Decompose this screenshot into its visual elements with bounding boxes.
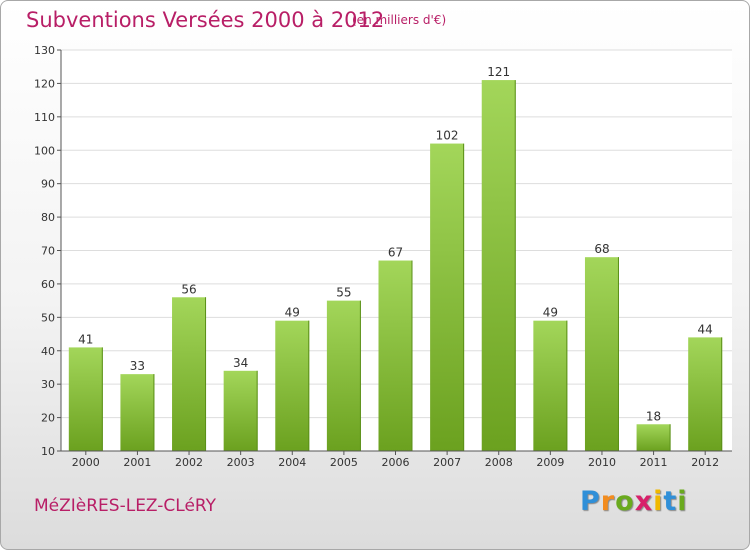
bar-value-label: 68 [594, 242, 609, 256]
x-tick-label: 2004 [278, 456, 306, 469]
bar-value-label: 49 [543, 306, 558, 320]
logo-letter: o [615, 486, 635, 517]
bar-value-label: 34 [233, 356, 248, 370]
bar [533, 320, 568, 451]
y-tick-label: 100 [34, 144, 55, 157]
x-tick-label: 2010 [588, 456, 616, 469]
bar-value-label: 49 [285, 306, 300, 320]
bar-value-label: 44 [698, 322, 713, 336]
bar [172, 297, 207, 451]
bar-value-label: 121 [487, 65, 510, 79]
logo-letter: r [600, 486, 616, 517]
bar [378, 260, 413, 451]
bar [68, 347, 103, 451]
y-tick-label: 90 [41, 178, 55, 191]
bar [430, 143, 465, 452]
logo-letter: i [653, 486, 664, 517]
bar-value-label: 41 [78, 332, 93, 346]
bar-value-label: 33 [130, 359, 145, 373]
y-tick-label: 80 [41, 211, 55, 224]
y-tick-label: 50 [41, 311, 55, 324]
proxiti-logo: Proxiti [580, 486, 688, 517]
x-tick-label: 2007 [433, 456, 461, 469]
bar-value-label: 56 [181, 282, 196, 296]
bar-value-label: 18 [646, 409, 661, 423]
logo-letter: x [634, 486, 654, 517]
x-tick-label: 2009 [536, 456, 564, 469]
y-tick-label: 110 [34, 111, 55, 124]
bar [688, 337, 723, 451]
x-tick-label: 2011 [640, 456, 668, 469]
logo-letter: i [677, 486, 688, 517]
bar [481, 80, 516, 451]
x-tick-label: 2000 [72, 456, 100, 469]
logo-letter: t [663, 486, 678, 517]
bar-value-label: 67 [388, 246, 403, 260]
bar-value-label: 102 [436, 129, 459, 143]
x-tick-label: 2003 [227, 456, 255, 469]
bar [326, 300, 361, 451]
bar [584, 257, 619, 451]
x-tick-label: 2006 [382, 456, 410, 469]
y-tick-label: 10 [41, 445, 55, 458]
bar [223, 370, 258, 451]
y-tick-label: 130 [34, 44, 55, 57]
logo-letter: P [580, 486, 601, 517]
y-tick-label: 30 [41, 378, 55, 391]
y-tick-label: 60 [41, 278, 55, 291]
bar-value-label: 55 [336, 286, 351, 300]
y-tick-label: 20 [41, 412, 55, 425]
x-tick-label: 2008 [485, 456, 513, 469]
x-tick-label: 2012 [691, 456, 719, 469]
bar [636, 424, 671, 451]
bar [120, 374, 155, 451]
y-tick-label: 40 [41, 345, 55, 358]
y-tick-label: 70 [41, 245, 55, 258]
chart-subtitle: (en milliers d'€) [352, 13, 447, 27]
place-name: MéZIèRES-LEZ-CLéRY [34, 496, 217, 516]
y-tick-label: 120 [34, 77, 55, 90]
x-tick-label: 2002 [175, 456, 203, 469]
chart-title: Subventions Versées 2000 à 2012 [26, 8, 385, 32]
bar [275, 320, 310, 451]
x-tick-label: 2001 [123, 456, 151, 469]
x-tick-label: 2005 [330, 456, 358, 469]
